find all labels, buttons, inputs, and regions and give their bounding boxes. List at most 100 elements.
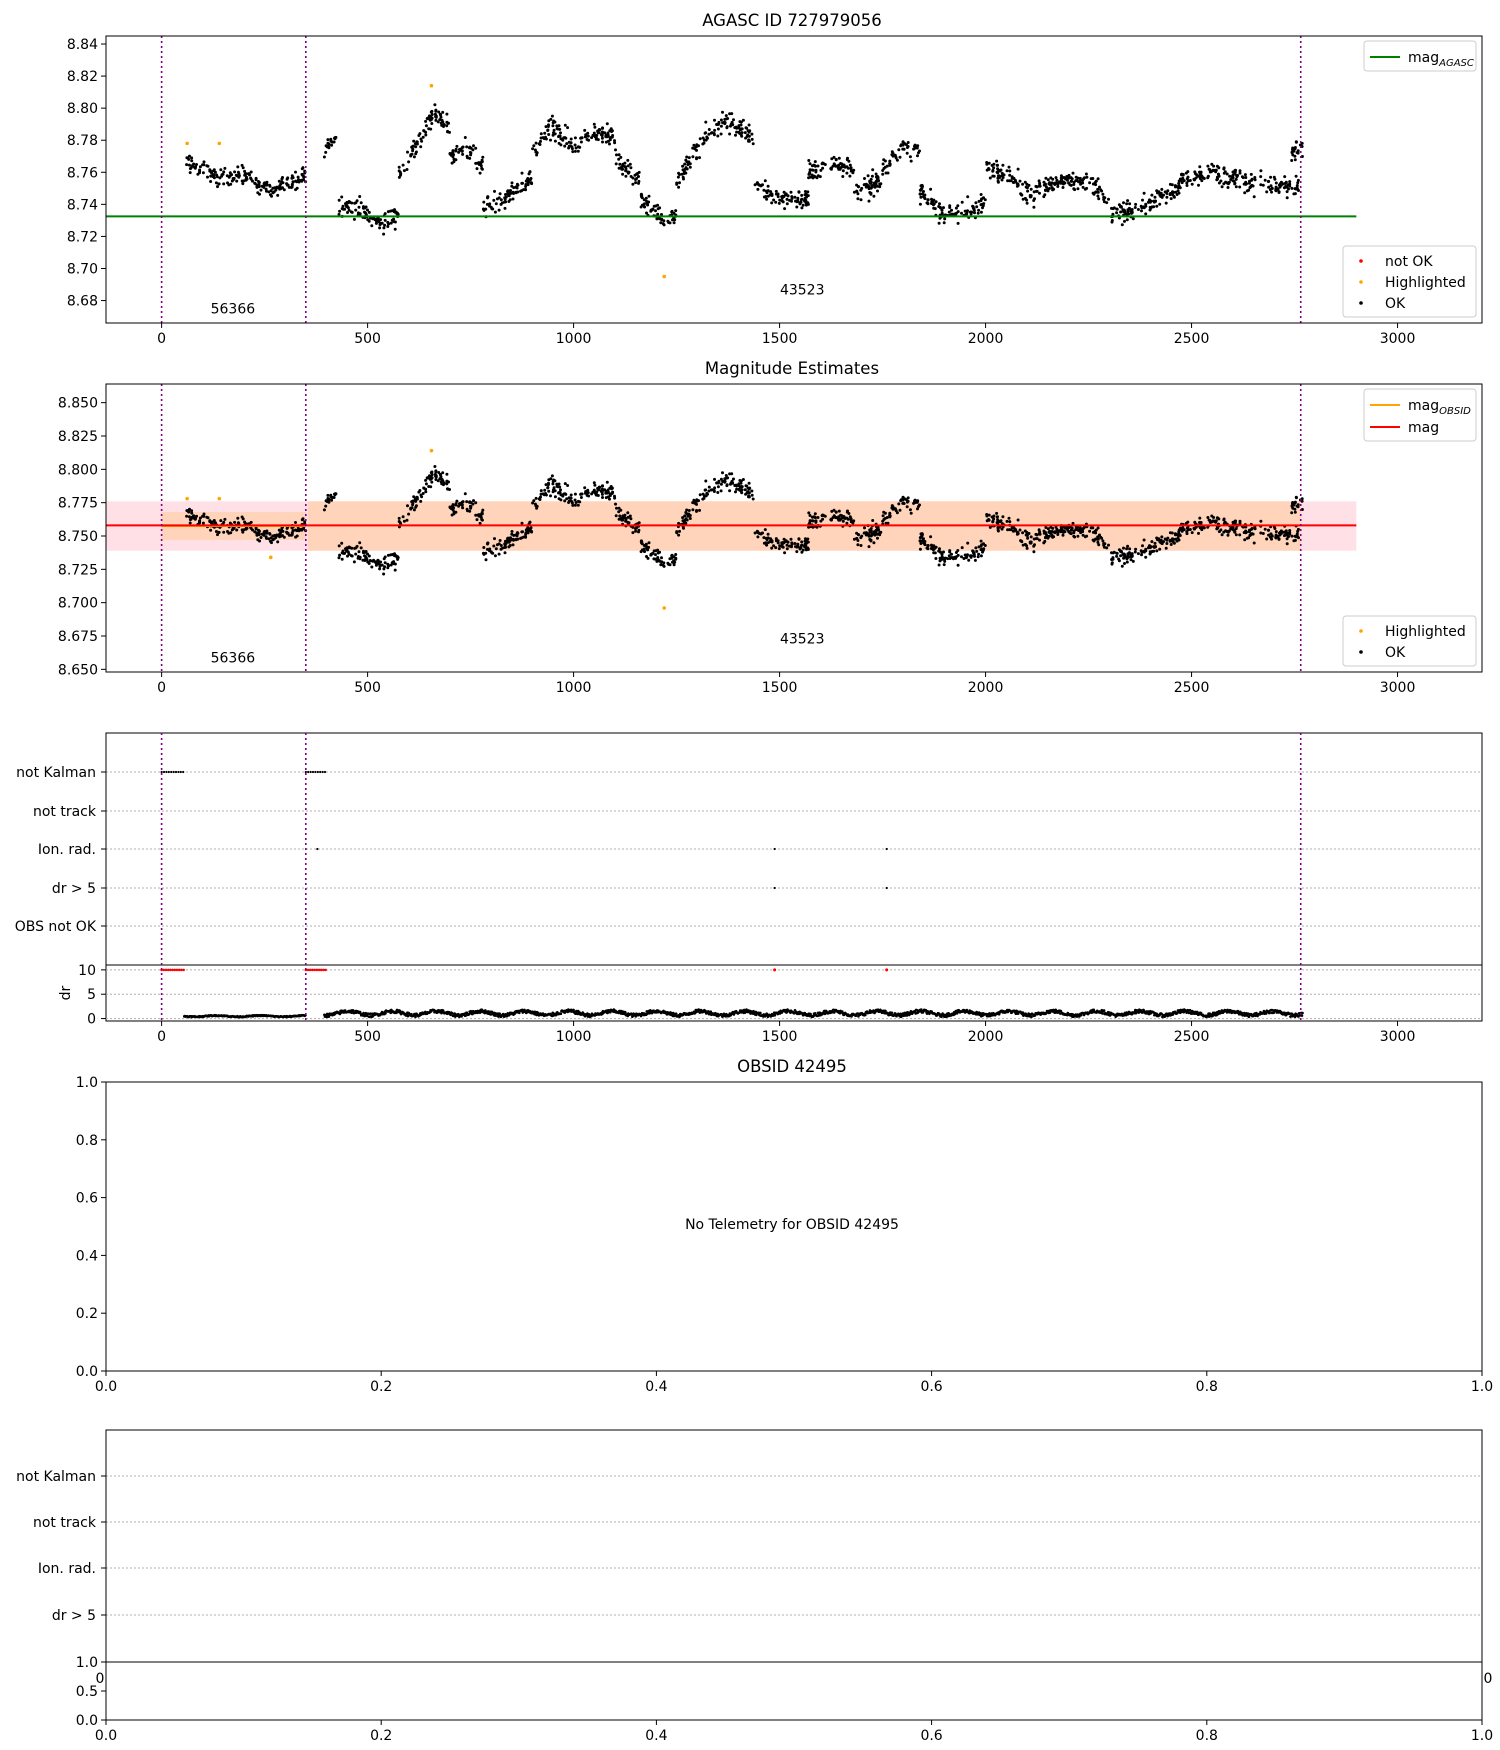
ok-point bbox=[1009, 179, 1013, 183]
ok-point bbox=[1252, 541, 1256, 545]
ok-point bbox=[583, 135, 587, 139]
ok-point bbox=[650, 552, 654, 556]
ok-point bbox=[1222, 167, 1226, 171]
ok-point bbox=[1094, 190, 1098, 194]
ok-point bbox=[364, 205, 368, 209]
ok-point bbox=[474, 146, 478, 150]
ok-point bbox=[1144, 547, 1148, 551]
ok-point bbox=[258, 539, 261, 543]
ok-point bbox=[499, 547, 503, 551]
ok-point bbox=[987, 167, 991, 170]
ok-point bbox=[1244, 531, 1248, 535]
ok-point bbox=[1042, 529, 1046, 533]
ok-point bbox=[424, 482, 428, 486]
ok-point bbox=[1062, 529, 1065, 533]
ok-point bbox=[300, 179, 304, 183]
ok-point bbox=[1150, 540, 1154, 544]
ok-point bbox=[991, 168, 995, 172]
ok-point bbox=[386, 553, 390, 557]
ok-point bbox=[249, 526, 253, 530]
ok-point bbox=[1034, 184, 1038, 188]
ok-point bbox=[605, 122, 609, 126]
ok-point bbox=[698, 137, 702, 141]
ok-point bbox=[1291, 153, 1295, 157]
ok-point bbox=[671, 560, 674, 564]
ok-point bbox=[881, 172, 885, 176]
ok-point bbox=[579, 140, 583, 144]
ok-point bbox=[382, 226, 386, 230]
ok-point bbox=[728, 489, 732, 493]
ok-point bbox=[710, 488, 714, 492]
ok-point bbox=[878, 182, 882, 186]
ok-point bbox=[489, 205, 493, 209]
ok-point bbox=[378, 567, 382, 571]
ok-point bbox=[965, 212, 969, 216]
ok-point bbox=[269, 189, 273, 193]
ok-point bbox=[272, 190, 276, 194]
ok-point bbox=[1091, 526, 1095, 530]
ok-point bbox=[271, 186, 275, 190]
ok-point bbox=[734, 133, 737, 137]
ok-point bbox=[1182, 179, 1186, 183]
ok-point bbox=[412, 139, 416, 143]
ok-point bbox=[1011, 529, 1015, 533]
ok-point bbox=[734, 126, 738, 129]
ok-point bbox=[1300, 508, 1304, 511]
ok-point bbox=[790, 542, 794, 546]
ok-point bbox=[235, 174, 239, 178]
ok-point bbox=[341, 551, 345, 555]
ok-point bbox=[916, 154, 919, 158]
ok-point bbox=[1229, 527, 1233, 531]
ok-point bbox=[1110, 551, 1113, 555]
ok-point bbox=[573, 136, 577, 140]
ok-point bbox=[332, 140, 336, 144]
ok-point bbox=[849, 518, 853, 522]
ok-point bbox=[1051, 188, 1055, 192]
ok-point bbox=[805, 195, 808, 199]
ok-point bbox=[495, 543, 499, 547]
ok-point bbox=[337, 544, 341, 548]
ok-point bbox=[424, 133, 428, 137]
ok-point bbox=[1291, 146, 1295, 150]
ok-point bbox=[894, 508, 898, 512]
ok-point bbox=[436, 120, 440, 124]
flag-point bbox=[309, 770, 312, 774]
ok-point bbox=[926, 547, 930, 551]
ok-point bbox=[406, 150, 409, 154]
ok-point bbox=[1101, 539, 1105, 543]
ok-point bbox=[402, 169, 406, 173]
ok-point bbox=[412, 495, 416, 499]
ok-point bbox=[750, 489, 754, 493]
ok-point bbox=[488, 202, 492, 206]
ok-point bbox=[1096, 177, 1100, 181]
ok-point bbox=[1024, 533, 1028, 537]
ok-point bbox=[368, 216, 372, 220]
ok-point bbox=[869, 181, 872, 185]
legend-subscript: AGASC bbox=[1438, 58, 1474, 69]
ok-point bbox=[774, 539, 778, 543]
obs-annotation: 56366 bbox=[211, 650, 256, 666]
ok-point bbox=[512, 186, 516, 190]
ok-point bbox=[691, 501, 695, 505]
ok-point bbox=[1008, 520, 1012, 524]
ok-point bbox=[1259, 519, 1263, 523]
ok-point bbox=[1144, 212, 1148, 216]
ok-point bbox=[537, 497, 541, 501]
ok-point bbox=[426, 476, 430, 480]
ok-point bbox=[932, 551, 936, 555]
ok-point bbox=[510, 181, 514, 185]
ok-point bbox=[600, 130, 604, 134]
ok-point bbox=[1209, 520, 1213, 524]
ok-point bbox=[542, 493, 546, 497]
ok-point bbox=[1198, 174, 1202, 178]
ok-point bbox=[772, 198, 776, 202]
ok-point bbox=[788, 544, 791, 548]
ok-point bbox=[1200, 179, 1204, 183]
ok-point bbox=[744, 484, 748, 488]
ok-point bbox=[454, 510, 458, 514]
ok-point bbox=[1120, 564, 1124, 568]
ok-point bbox=[407, 160, 411, 164]
y-tick-label: 10 bbox=[78, 963, 96, 979]
ok-point bbox=[1126, 208, 1130, 212]
ok-point bbox=[671, 218, 674, 222]
